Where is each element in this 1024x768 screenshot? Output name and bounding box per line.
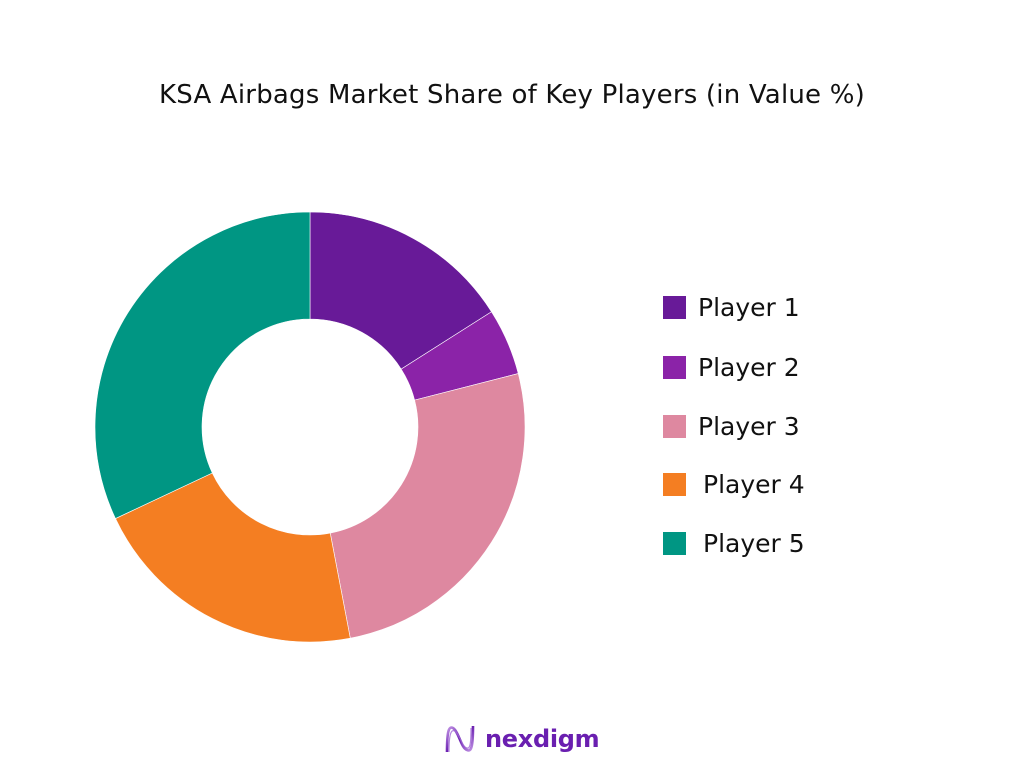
donut-slice-player-3 [329, 373, 526, 639]
legend-label: Player 5 [703, 528, 805, 558]
logo-text: nexdigm [485, 725, 600, 753]
donut-slices [94, 211, 526, 643]
legend-label: Player 1 [698, 292, 800, 322]
legend-swatch [663, 414, 686, 438]
donut-slice-player-1 [309, 211, 492, 370]
legend-item-player-2: Player 2 [663, 352, 800, 382]
legend-swatch [663, 531, 686, 555]
donut-slice-player-4 [115, 472, 351, 643]
legend-label: Player 3 [698, 411, 800, 441]
nexdigm-wave-icon [445, 725, 475, 753]
legend-swatch [663, 295, 686, 319]
nexdigm-logo: nexdigm [443, 722, 600, 756]
legend-label: Player 4 [703, 469, 805, 499]
legend-item-player-3: Player 3 [663, 411, 800, 441]
legend-swatch [663, 472, 686, 496]
legend-item-player-1: Player 1 [663, 292, 800, 322]
legend-label: Player 2 [698, 352, 800, 382]
chart-title: KSA Airbags Market Share of Key Players … [159, 80, 865, 110]
legend-item-player-4: Player 4 [663, 469, 805, 499]
donut-slice-player-5 [94, 211, 311, 519]
legend-item-player-5: Player 5 [663, 528, 805, 558]
legend-swatch [663, 355, 686, 379]
